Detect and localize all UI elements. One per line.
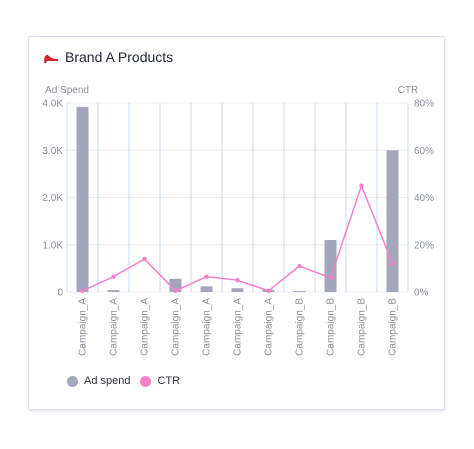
y-tick-label: 0: [57, 288, 63, 299]
bar: [293, 291, 306, 292]
x-tick-label: Campaign_B: [357, 298, 368, 356]
ctr-point: [390, 261, 395, 266]
legend-swatch-ctr: [140, 375, 152, 387]
x-tick-label: Campaign_B: [326, 298, 337, 356]
ctr-point: [266, 288, 271, 294]
y-tick-label: 1.0K: [42, 240, 63, 251]
bar: [231, 288, 244, 292]
y2-tick-label: 0%: [414, 288, 429, 299]
legend-item-ad-spend[interactable]: Ad spend: [67, 375, 130, 387]
y-tick-label: 2.0K: [42, 193, 63, 204]
card-header: Brand A Products: [43, 49, 173, 65]
chart-card: Brand A Products 0 1.0K 2.0K 3.0K 4.0K 0% 20% 4…: [28, 36, 445, 410]
ctr-point: [142, 256, 147, 262]
y-axis-title: Ad Spend: [45, 85, 89, 96]
high-heel-shoe-icon: [43, 50, 59, 64]
y2-tick-label: 80%: [414, 99, 434, 110]
combo-chart: 0 1.0K 2.0K 3.0K 4.0K 0% 20% 40% 60% 80% Ad Spend C…: [42, 85, 434, 356]
bar: [76, 106, 89, 292]
ctr-point: [173, 288, 178, 294]
x-tick-label: Campaign_A: [109, 298, 120, 356]
y2-tick-label: 60%: [414, 146, 434, 157]
bar: [200, 286, 213, 292]
legend: Ad spend CTR: [67, 375, 180, 387]
x-tick-label: Campaign_A: [264, 298, 275, 356]
ctr-point: [111, 274, 116, 279]
ctr-point: [297, 263, 302, 269]
ctr-point: [235, 277, 240, 283]
x-tick-label: Campaign_A: [78, 298, 89, 356]
chart-title: Brand A Products: [65, 49, 174, 65]
y2-tick-label: 20%: [414, 240, 434, 251]
legend-swatch-ad-spend: [67, 375, 78, 387]
ctr-point: [204, 274, 209, 279]
ctr-point: [359, 183, 364, 188]
legend-label-ad-spend: Ad spend: [84, 375, 131, 387]
y2-tick-label: 40%: [414, 193, 434, 204]
x-tick-label: Campaign_B: [388, 298, 399, 356]
bar: [324, 240, 337, 292]
bar: [386, 150, 399, 292]
ctr-point: [328, 275, 333, 281]
legend-label-ctr: CTR: [157, 375, 181, 387]
y-tick-label: 4.0K: [42, 99, 63, 110]
ctr-point: [80, 288, 85, 294]
bar: [107, 290, 120, 292]
x-tick-label: Campaign_B: [295, 298, 306, 356]
x-tick-label: Campaign_A: [202, 298, 213, 356]
legend-item-ctr[interactable]: CTR: [140, 375, 180, 387]
y-tick-label: 3.0K: [42, 146, 63, 157]
y2-axis-title: CTR: [398, 85, 419, 96]
x-tick-label: Campaign_A: [140, 298, 151, 356]
x-tick-label: Campaign_A: [233, 298, 244, 356]
x-tick-label: Campaign_A: [171, 298, 182, 356]
